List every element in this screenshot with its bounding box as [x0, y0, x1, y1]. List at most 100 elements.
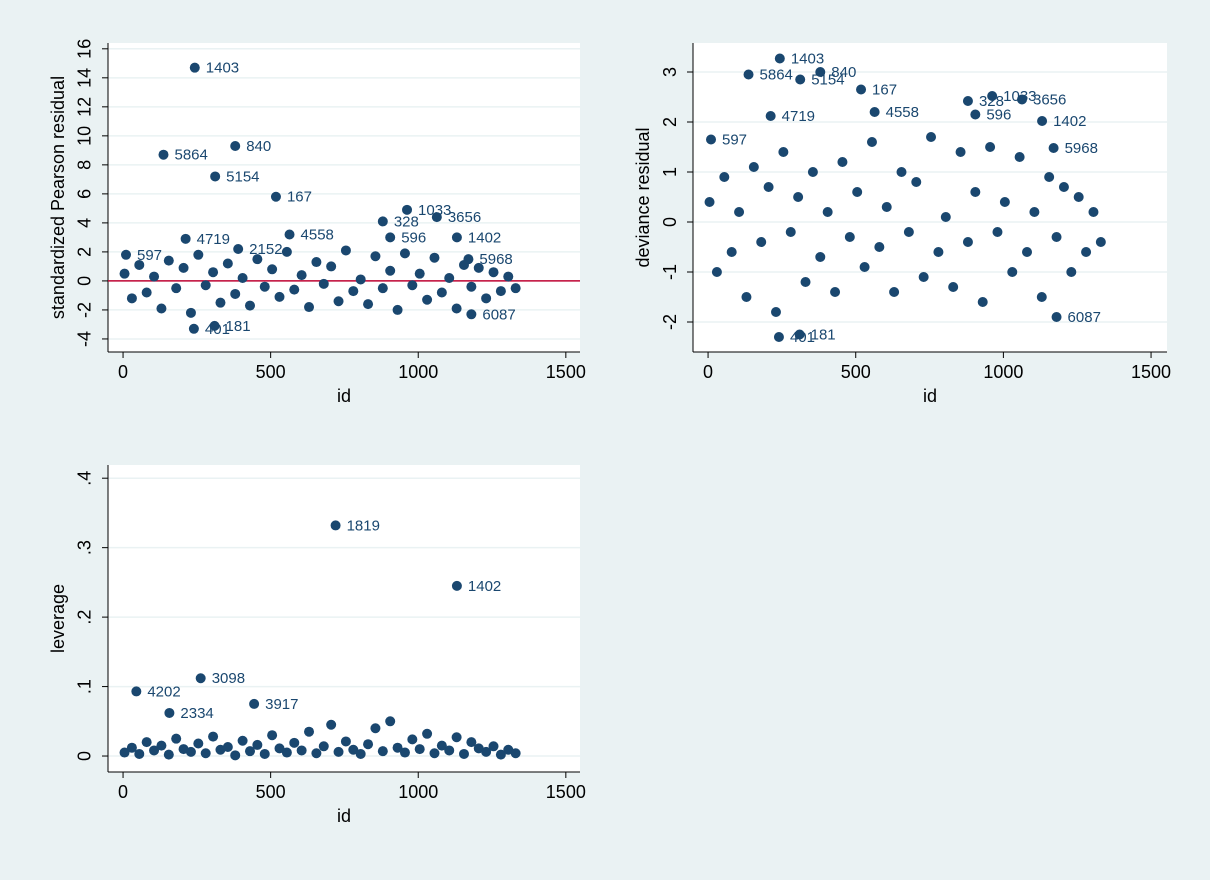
point [1036, 292, 1047, 302]
point [222, 258, 233, 269]
point [348, 286, 359, 297]
point [200, 280, 211, 291]
point [402, 204, 413, 215]
point [414, 268, 425, 279]
y-tick-label: -2 [75, 302, 95, 318]
y-tick-label: 3 [660, 67, 680, 77]
point [163, 255, 174, 266]
y-axis-title: leverage [48, 584, 68, 653]
point [210, 171, 221, 182]
point [348, 744, 359, 755]
point-label: 5154 [226, 168, 259, 185]
point [822, 207, 833, 217]
point [237, 735, 248, 746]
x-tick-label: 1000 [398, 362, 438, 382]
point [481, 293, 492, 304]
point-label: 167 [872, 81, 897, 98]
plot-area [693, 43, 1167, 352]
point [1048, 143, 1059, 153]
point [149, 271, 160, 282]
point [948, 282, 959, 292]
point [481, 746, 492, 757]
point-label: 596 [401, 229, 426, 246]
point [422, 728, 433, 739]
x-tick-label: 0 [118, 362, 128, 382]
point [119, 747, 130, 758]
point-label: 5968 [1065, 140, 1098, 157]
point [267, 264, 278, 275]
point [311, 257, 322, 268]
point [815, 67, 826, 77]
point [259, 748, 270, 759]
point [141, 287, 152, 298]
point [399, 747, 410, 758]
point [451, 580, 462, 591]
point-label: 2334 [180, 705, 213, 722]
point [126, 293, 137, 304]
point [171, 733, 182, 744]
point [896, 167, 907, 177]
point-label: 1402 [468, 578, 501, 595]
point [830, 287, 841, 297]
point [451, 232, 462, 243]
y-tick-label: 6 [75, 189, 95, 199]
point [333, 746, 344, 757]
y-axis-title: standardized Pearson residual [48, 76, 68, 319]
point [837, 157, 848, 167]
point [158, 149, 169, 160]
point [267, 730, 278, 741]
point [466, 281, 477, 292]
point-label: 840 [831, 64, 856, 81]
point [363, 299, 374, 310]
point [407, 734, 418, 745]
point [370, 723, 381, 734]
point [962, 96, 973, 106]
point [180, 233, 191, 244]
point [281, 246, 292, 257]
point-label: 5154 [811, 71, 844, 88]
y-tick-label: 8 [75, 160, 95, 170]
point [209, 320, 220, 331]
point-label: 3656 [1033, 91, 1066, 108]
point [774, 53, 785, 64]
point [237, 273, 248, 284]
point-label: 1403 [206, 60, 239, 77]
point [355, 274, 366, 285]
y-tick-label: 4 [75, 218, 95, 228]
point-label: 328 [979, 93, 1004, 110]
point [126, 742, 137, 753]
point [881, 202, 892, 212]
point [399, 248, 410, 259]
x-tick-label: 500 [256, 362, 286, 382]
x-tick-label: 1000 [398, 782, 438, 802]
point [274, 291, 285, 302]
point [141, 737, 152, 748]
point [318, 741, 329, 752]
point [171, 283, 182, 294]
point [134, 748, 145, 759]
point [244, 300, 255, 311]
point [903, 227, 914, 237]
point-label: 3098 [212, 670, 245, 687]
point-label: 4202 [147, 683, 180, 700]
point [377, 216, 388, 227]
point-label: 181 [811, 326, 836, 343]
point [1044, 172, 1055, 182]
y-tick-label: 2 [75, 247, 95, 257]
x-tick-label: 0 [118, 782, 128, 802]
y-axis-title: deviance residual [633, 127, 653, 267]
point [785, 227, 796, 237]
point [296, 270, 307, 281]
point-label: 1402 [468, 229, 501, 246]
x-tick-label: 500 [841, 362, 871, 382]
point [185, 746, 196, 757]
point [1037, 116, 1048, 126]
point [230, 288, 241, 299]
point [1073, 192, 1084, 202]
point [1088, 207, 1099, 217]
point [431, 212, 442, 223]
point [734, 207, 745, 217]
point [741, 292, 752, 302]
point [869, 107, 880, 117]
point [889, 287, 900, 297]
